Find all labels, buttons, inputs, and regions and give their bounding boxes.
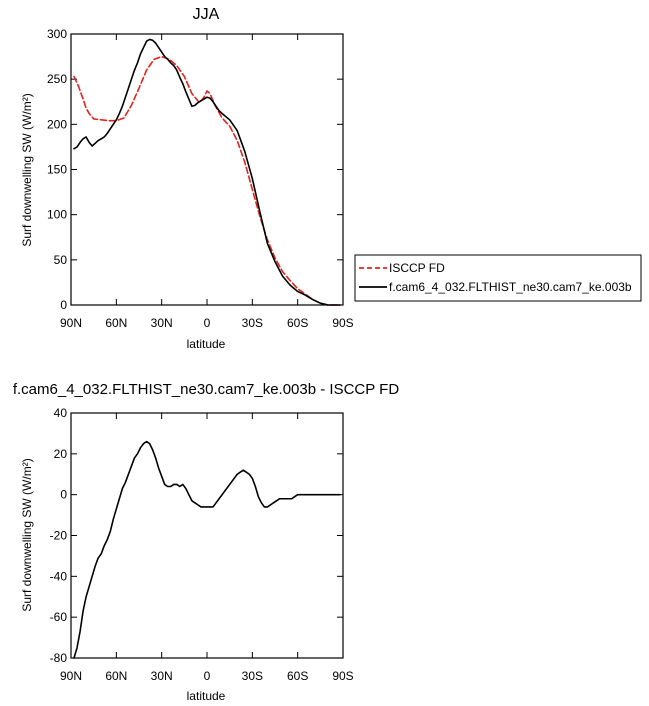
bottom-x-tick-label: 60S [287,669,308,683]
top-series-line-1 [73,38,341,306]
bottom-y-tick-label: 40 [54,406,68,420]
bottom-x-tick-label: 60N [105,669,127,683]
bottom-y-tick-label: -80 [50,651,68,665]
bottom-series-lines [73,440,341,659]
top-x-tick-label: 60N [105,316,127,330]
top-x-tick-label: 90N [60,316,82,330]
legend-box [354,254,642,302]
bottom-chart-title: f.cam6_4_032.FLTHIST_ne30.cam7_ke.003b -… [13,381,399,398]
bottom-x-tick-label: 0 [204,669,211,683]
bottom-panel: f.cam6_4_032.FLTHIST_ne30.cam7_ke.003b -… [13,381,399,703]
top-y-tick-label: 50 [54,253,68,267]
top-x-tick-label: 60S [287,316,308,330]
top-x-axis-label: latitude [187,337,226,351]
legend: ISCCP FD f.cam6_4_032.FLTHIST_ne30.cam7_… [354,254,642,302]
top-y-tick-label: 0 [60,298,67,312]
top-panel: JJA 90N 60N 30N 0 30S 60S 90S 0 50 100 150 200 250 3… [20,6,642,351]
bottom-y-axis: -80 -60 -40 -20 0 20 40 [50,406,343,665]
top-chart-title: JJA [193,6,220,23]
bottom-x-axis: 90N 60N 30N 0 30S 60S 90S [60,413,354,683]
bottom-x-tick-label: 30N [151,669,173,683]
bottom-y-tick-label: -20 [50,529,68,543]
top-plot-frame [70,33,344,306]
bottom-y-tick-label: -60 [50,610,68,624]
bottom-series-line-0 [73,440,341,659]
bottom-x-tick-label: 90S [332,669,353,683]
top-y-tick-label: 250 [47,72,67,86]
top-y-tick-label: 300 [47,27,67,41]
bottom-x-axis-label: latitude [187,689,226,703]
bottom-x-tick-label: 90N [60,669,82,683]
bottom-y-tick-label: -40 [50,569,68,583]
bottom-y-axis-label: Surf downwelling SW (W/m²) [20,458,34,611]
top-x-tick-label: 30S [242,316,263,330]
top-x-axis: 90N 60N 30N 0 30S 60S 90S [60,34,354,330]
bottom-x-tick-label: 30S [242,669,263,683]
top-series-line-0 [73,55,341,306]
top-y-axis: 0 50 100 150 200 250 300 [47,27,343,312]
top-y-tick-label: 150 [47,163,67,177]
top-x-tick-label: 0 [204,316,211,330]
legend-label-model: f.cam6_4_032.FLTHIST_ne30.cam7_ke.003b [389,280,632,294]
top-y-axis-label: Surf downwelling SW (W/m²) [20,93,34,246]
bottom-y-tick-label: 20 [54,447,68,461]
top-y-tick-label: 100 [47,208,67,222]
bottom-y-tick-label: 0 [60,488,67,502]
top-x-tick-label: 90S [332,316,353,330]
top-y-tick-label: 200 [47,117,67,131]
bottom-plot-frame [70,412,344,659]
top-x-tick-label: 30N [151,316,173,330]
legend-label-isccp: ISCCP FD [389,261,445,275]
top-series-lines [73,38,341,306]
